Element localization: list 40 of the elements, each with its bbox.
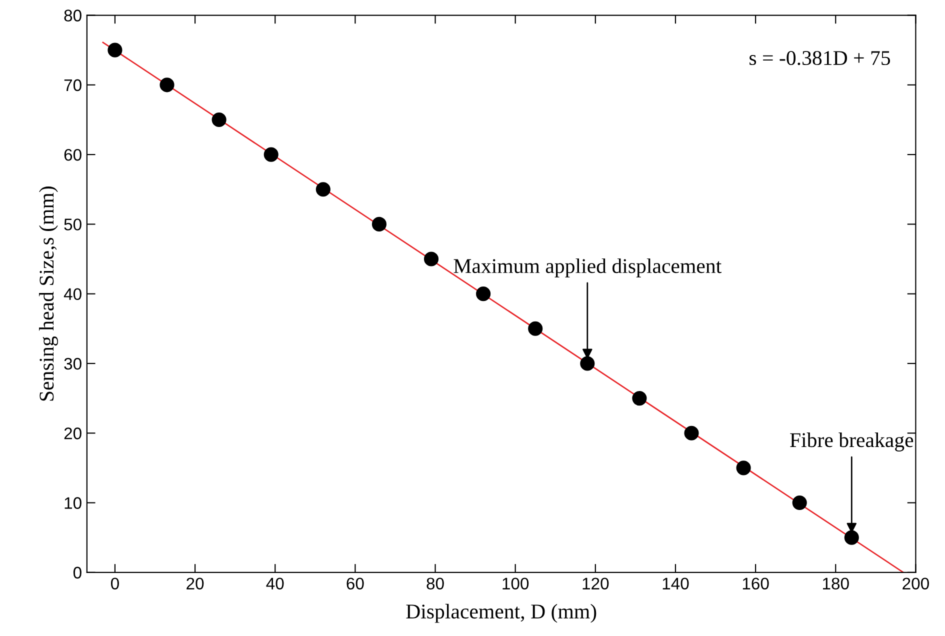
x-tick-label: 140 xyxy=(662,578,689,590)
x-tick-label: 20 xyxy=(186,578,204,590)
y-axis-title: Sensing head Size,s (mm) xyxy=(39,186,58,401)
point xyxy=(684,426,699,440)
point xyxy=(736,460,751,476)
y-tick-label: 0 xyxy=(73,566,82,579)
point xyxy=(632,391,647,406)
y-tick-label: 80 xyxy=(64,10,82,22)
point xyxy=(212,112,226,128)
x-tick-label: 100 xyxy=(502,578,529,590)
y-tick-label: 70 xyxy=(64,79,82,92)
point xyxy=(476,286,491,302)
point xyxy=(264,147,278,162)
y-tick-label: 10 xyxy=(64,497,82,509)
x-axis-title: Displacement, D (mm) xyxy=(406,604,596,623)
point xyxy=(316,182,330,197)
point xyxy=(792,495,807,510)
x-tick-label: 180 xyxy=(823,578,849,590)
point xyxy=(372,216,386,232)
annotation: s = -0.381D + 75 xyxy=(750,50,890,66)
y-tick-label: 30 xyxy=(64,358,82,370)
y-tick-label: 60 xyxy=(64,148,82,161)
x-tick-label: 160 xyxy=(742,578,769,590)
x-tick-label: 200 xyxy=(902,578,929,590)
point xyxy=(160,78,174,92)
x-tick-label: 60 xyxy=(346,578,364,590)
x-tick-label: 40 xyxy=(266,578,284,590)
annotation: Maximum applied displacement xyxy=(454,258,722,278)
y-tick-label: 50 xyxy=(64,218,82,230)
point xyxy=(108,42,122,58)
x-tick-label: 80 xyxy=(426,578,444,590)
x-tick-label: 0 xyxy=(110,578,119,590)
annotation: Fibre breakage xyxy=(790,432,914,452)
y-tick-label: 20 xyxy=(64,428,82,440)
point xyxy=(424,252,439,266)
x-tick-label: 120 xyxy=(582,578,609,590)
point xyxy=(528,321,543,336)
point xyxy=(844,530,859,545)
y-tick-label: 40 xyxy=(64,288,82,300)
point xyxy=(580,356,595,371)
